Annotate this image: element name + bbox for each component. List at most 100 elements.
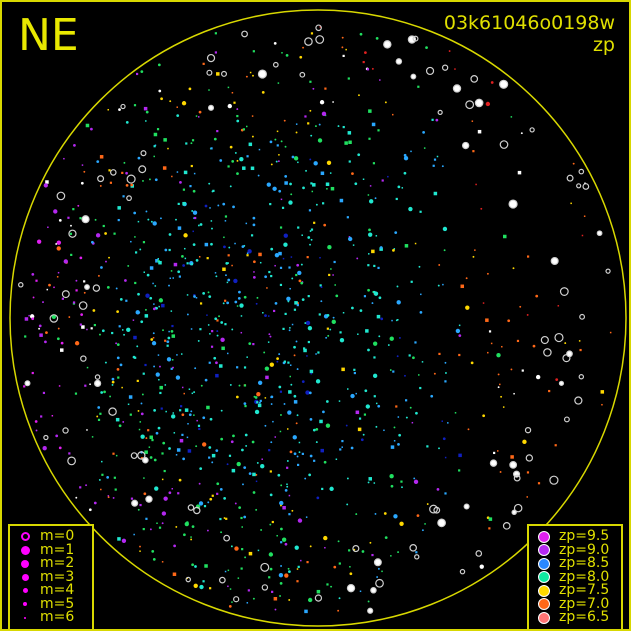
star-point [397, 416, 400, 418]
star-point [81, 164, 84, 166]
star-point [372, 341, 378, 346]
star-point [380, 317, 384, 321]
star-point [230, 440, 234, 444]
star-point [212, 189, 215, 192]
star-point [221, 346, 225, 351]
star-point [122, 420, 125, 423]
star-point [218, 315, 220, 318]
star-point [479, 564, 484, 569]
star-point [126, 174, 136, 184]
star-point [113, 476, 116, 479]
star-point [250, 234, 254, 237]
magnitude-marker-icon [16, 588, 34, 594]
star-point [442, 437, 446, 441]
star-point [193, 295, 196, 298]
star-point [338, 400, 341, 402]
star-point [198, 482, 201, 485]
star-point [211, 461, 214, 464]
star-point [566, 174, 574, 182]
star-point [288, 329, 291, 332]
star-point [58, 218, 62, 222]
star-point [323, 223, 327, 227]
star-point [72, 208, 75, 211]
star-point [159, 365, 161, 368]
star-point [418, 265, 421, 268]
star-point [155, 431, 159, 435]
star-point [109, 181, 113, 184]
star-point [390, 555, 392, 557]
star-point [416, 514, 420, 518]
star-point [513, 474, 521, 482]
star-point [259, 261, 262, 264]
magnitude-marker-icon [16, 602, 34, 607]
star-point [301, 298, 305, 302]
star-point [279, 226, 283, 229]
star-point [173, 544, 176, 548]
star-point [373, 558, 382, 567]
star-point [139, 550, 141, 552]
star-point [129, 413, 132, 416]
star-point [261, 458, 263, 460]
star-point [191, 525, 195, 528]
star-point [279, 266, 283, 269]
star-point [401, 187, 404, 189]
star-point [369, 185, 372, 187]
star-point [178, 275, 181, 278]
star-point [317, 351, 320, 354]
star-point [90, 240, 94, 244]
star-point [264, 397, 267, 399]
star-point [181, 254, 184, 258]
star-point [257, 549, 260, 552]
star-point [192, 210, 198, 215]
star-point [260, 464, 265, 469]
star-point [217, 204, 220, 207]
star-point [214, 272, 217, 274]
star-point [24, 335, 27, 338]
star-point [80, 181, 84, 185]
star-point [24, 317, 29, 321]
star-point [254, 409, 260, 415]
star-point [559, 287, 569, 296]
star-point [359, 590, 362, 593]
star-point [346, 583, 356, 593]
star-point [123, 333, 126, 336]
star-point [410, 280, 413, 283]
star-point [342, 125, 345, 129]
star-point [270, 163, 273, 166]
star-point [307, 236, 311, 239]
star-point [97, 418, 101, 421]
star-point [265, 375, 269, 380]
star-point [145, 437, 148, 440]
star-point [373, 482, 376, 484]
star-point [377, 567, 380, 570]
star-point [332, 316, 335, 319]
star-point [444, 492, 447, 495]
star-point [421, 529, 424, 532]
star-point [216, 330, 219, 333]
star-point [458, 469, 461, 472]
star-point [433, 372, 436, 375]
star-point [148, 178, 151, 181]
star-point [319, 419, 323, 424]
star-point [170, 310, 173, 312]
star-point [237, 577, 240, 579]
star-point [319, 256, 321, 259]
star-point [239, 303, 244, 308]
star-point [280, 140, 283, 143]
star-point [170, 367, 173, 370]
star-point [329, 486, 334, 492]
star-point [227, 86, 230, 89]
star-point [564, 342, 567, 345]
star-point [397, 185, 401, 189]
star-point [163, 138, 167, 142]
star-point [581, 234, 584, 237]
star-point [234, 242, 236, 245]
star-point [243, 466, 247, 470]
star-point [287, 361, 290, 364]
star-point [246, 125, 248, 128]
star-point [209, 207, 211, 209]
star-point [190, 328, 193, 330]
star-point [308, 209, 312, 212]
star-point [45, 331, 48, 335]
star-point [558, 380, 565, 386]
